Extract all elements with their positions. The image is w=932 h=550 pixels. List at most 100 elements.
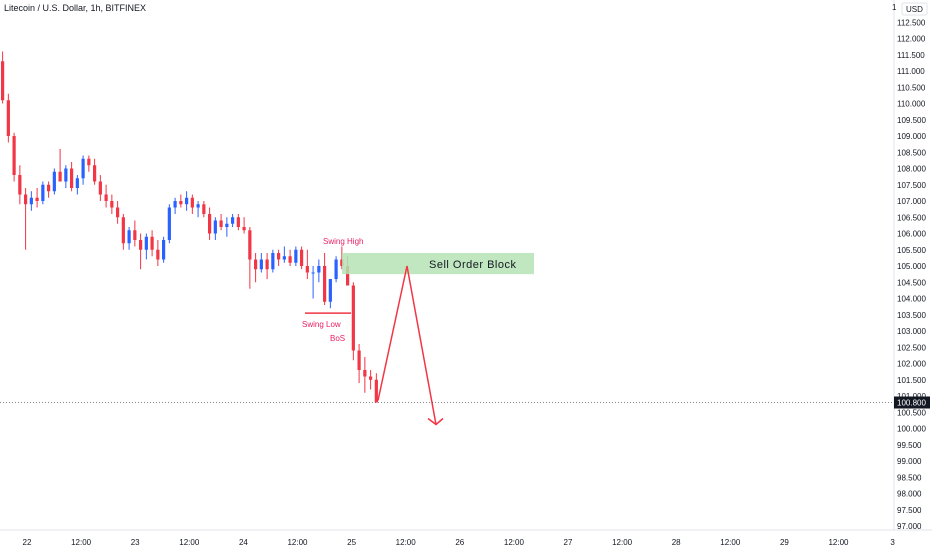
candle-body (64, 168, 68, 182)
y-tick-label: 112.500 (897, 18, 926, 27)
y-axis: 1 USD 112.500 112.000 111.500 111.000 110.50… (892, 0, 928, 531)
x-tick-label: 26 (455, 538, 464, 547)
candle-body (47, 184, 51, 192)
candle-body (305, 266, 309, 273)
x-tick-label: 12:00 (71, 538, 92, 547)
y-tick-label: 97.500 (897, 506, 922, 515)
x-tick-label: 29 (780, 538, 789, 547)
candle-body (133, 230, 137, 240)
candle-body (231, 217, 235, 224)
candle-body (202, 204, 206, 214)
candle-body (81, 158, 85, 179)
y-tick-label: 101.500 (897, 376, 926, 385)
x-tick-label: 27 (564, 538, 573, 547)
candle-body (139, 240, 143, 250)
candle-body (12, 136, 16, 175)
sell-order-block-zone (342, 253, 534, 275)
candle-body (127, 230, 131, 244)
y-tick-label: 103.000 (897, 327, 926, 336)
candle-body (363, 370, 367, 377)
currency-badge[interactable] (901, 2, 928, 16)
y-tick-label: 109.000 (897, 132, 926, 141)
candle-body (156, 249, 160, 260)
candle-body (52, 171, 56, 192)
x-tick-label: 12:00 (504, 538, 525, 547)
y-tick-label: 106.000 (897, 230, 926, 239)
y-tick-label: 106.500 (897, 213, 926, 222)
candle-body (323, 266, 327, 302)
candles (1, 51, 378, 403)
candle-body (346, 266, 350, 286)
candle-body (18, 175, 22, 195)
y-tick-label: 107.500 (897, 181, 926, 190)
y-tick-label: 112.000 (897, 35, 926, 44)
candle-body (208, 214, 212, 234)
candle-body (288, 256, 292, 263)
y-tick-label: 98.000 (897, 490, 922, 499)
candle-body (179, 201, 183, 205)
candle-body (236, 217, 240, 227)
y-tick-label: 107.000 (897, 197, 926, 206)
candle-body (340, 259, 344, 266)
x-tick-label: 12:00 (612, 538, 633, 547)
currency-label: USD (906, 5, 923, 14)
y-axis-corner-tick: 1 (892, 3, 897, 12)
candle-body (282, 256, 286, 260)
y-tick-label: 99.500 (897, 441, 922, 450)
x-tick-label: 12:00 (828, 538, 849, 547)
candle-body (185, 197, 189, 205)
candle-body (150, 236, 154, 250)
candle-body (104, 194, 108, 201)
bos-label: BoS (330, 334, 345, 343)
chart-title: Litecoin / U.S. Dollar, 1h, BITFINEX (4, 3, 146, 13)
candle-body (369, 376, 373, 380)
y-tick-label: 108.000 (897, 165, 926, 174)
candle-body (173, 201, 177, 208)
swing-high-label: Swing High (323, 237, 363, 246)
candle-body (334, 259, 338, 279)
projection-arrowhead (427, 417, 444, 426)
candle-body (98, 181, 102, 195)
swing-low-label: Swing Low (302, 320, 341, 329)
y-tick-label: 111.000 (897, 67, 925, 76)
candle-body (87, 158, 91, 166)
candle-body (35, 197, 39, 201)
y-tick-label: 104.500 (897, 278, 926, 287)
candle-body (6, 100, 10, 136)
candle-body (328, 279, 332, 302)
x-axis: 22 12:00 23 12:00 24 12:00 25 12:00 26 12:00 27 12:… (0, 529, 932, 547)
x-tick-label: 3 (890, 538, 895, 547)
candle-body (75, 178, 79, 188)
candle-body (242, 227, 246, 231)
x-tick-label: 22 (23, 538, 32, 547)
candle-body (121, 217, 125, 244)
x-tick-label: 25 (347, 538, 356, 547)
candle-body (357, 350, 361, 370)
y-tick-label: 109.500 (897, 116, 926, 125)
candle-body (144, 236, 148, 250)
candle-body (254, 259, 258, 270)
y-tick-label: 99.000 (897, 457, 922, 466)
candle-body (70, 168, 74, 188)
x-tick-label: 12:00 (287, 538, 308, 547)
current-price-tag: 100.800 (0, 396, 930, 409)
candle-body (196, 204, 200, 208)
annotations: Sell Order Block Swing High Swing Low BoS (302, 237, 534, 426)
y-tick-label: 102.500 (897, 343, 926, 352)
candle-body (162, 240, 166, 260)
candle-body (41, 184, 45, 201)
candle-body (116, 207, 120, 218)
candle-body (259, 259, 263, 270)
y-tick-label: 102.000 (897, 360, 926, 369)
candle-body (1, 61, 5, 101)
candle-body (110, 201, 114, 208)
y-tick-label: 103.500 (897, 311, 926, 320)
y-tick-label: 100.500 (897, 408, 926, 417)
y-tick-label: 100.000 (897, 425, 926, 434)
y-tick-label: 110.000 (897, 100, 926, 109)
x-tick-label: 23 (131, 538, 140, 547)
sell-order-block-label: Sell Order Block (429, 259, 516, 271)
projection-arrow (377, 265, 437, 425)
candle-body (225, 223, 229, 227)
candle-body (219, 220, 223, 227)
